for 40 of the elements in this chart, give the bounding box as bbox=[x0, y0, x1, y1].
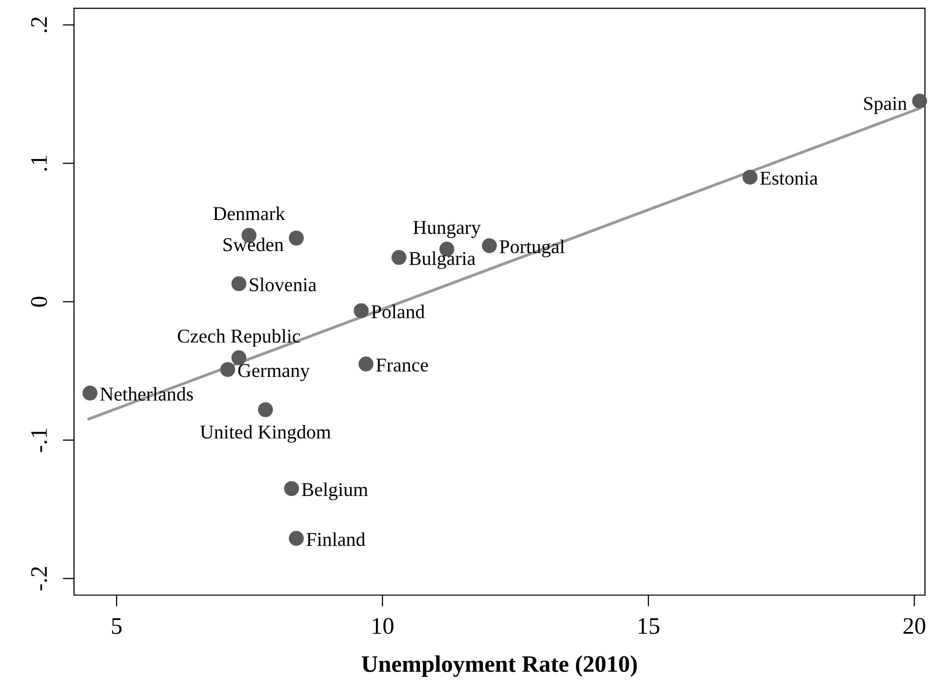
data-label: Poland bbox=[371, 304, 425, 318]
data-label: Germany bbox=[238, 364, 310, 382]
data-label: United Kingdom bbox=[200, 424, 331, 443]
point bbox=[392, 250, 406, 265]
point bbox=[231, 350, 246, 366]
point bbox=[288, 530, 304, 546]
data-label: Netherlands bbox=[100, 387, 193, 401]
data-label: Estonia bbox=[760, 172, 818, 185]
point bbox=[288, 230, 304, 246]
point bbox=[220, 362, 236, 377]
x-tick-label: 10 bbox=[372, 618, 394, 634]
data-label: Slovenia bbox=[250, 278, 316, 292]
x-tick-label: 5 bbox=[112, 618, 122, 634]
data-label: Czech Republic bbox=[178, 329, 300, 347]
point bbox=[258, 402, 273, 418]
point bbox=[358, 356, 374, 372]
data-label: Sweden bbox=[224, 238, 284, 252]
data-label: Hungary bbox=[413, 221, 481, 238]
point bbox=[354, 303, 369, 318]
data-label: France bbox=[376, 358, 428, 372]
x-axis-title: Unemployment Rate (2010) bbox=[362, 655, 637, 677]
x-tick-label: 20 bbox=[904, 618, 926, 634]
point bbox=[284, 481, 299, 496]
point bbox=[912, 94, 928, 108]
data-label: Portugal bbox=[500, 240, 565, 258]
data-label: Spain bbox=[864, 97, 907, 114]
data-label: Denmark bbox=[213, 206, 286, 220]
data-label: Finland bbox=[306, 532, 366, 546]
point bbox=[82, 386, 98, 401]
point bbox=[231, 276, 246, 292]
y-tick-label: .1 bbox=[31, 156, 48, 171]
x-tick-label: 15 bbox=[638, 618, 660, 634]
y-tick-label: -.1 bbox=[31, 428, 48, 452]
point bbox=[482, 238, 497, 254]
y-tick-label: -.2 bbox=[31, 567, 48, 590]
y-tick-label: 0 bbox=[31, 296, 47, 307]
data-label: Belgium bbox=[302, 482, 368, 500]
y-tick-label: .2 bbox=[31, 17, 48, 32]
data-label: Bulgaria bbox=[409, 251, 476, 270]
point bbox=[742, 170, 758, 185]
